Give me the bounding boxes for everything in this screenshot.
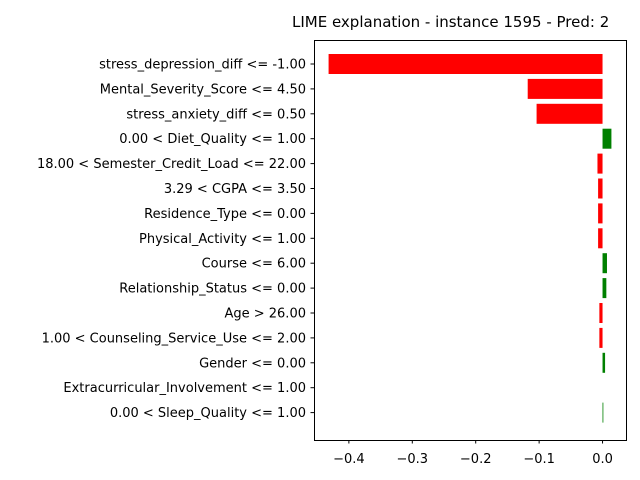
y-tick-label: Extracurricular_Involvement <= 1.00 xyxy=(63,381,306,396)
y-tick-label: Course <= 6.00 xyxy=(202,257,306,272)
bar xyxy=(602,278,607,299)
y-tick-label: 0.00 < Diet_Quality <= 1.00 xyxy=(119,132,306,147)
y-tick-label: 18.00 < Semester_Credit_Load <= 22.00 xyxy=(37,157,306,172)
y-tick-label: stress_depression_diff <= -1.00 xyxy=(99,58,306,73)
y-tick-label: 0.00 < Sleep_Quality <= 1.00 xyxy=(110,406,306,421)
bars-group xyxy=(328,54,612,423)
bar xyxy=(598,178,603,199)
bar xyxy=(599,327,603,348)
y-axis-ticks: stress_depression_diff <= -1.00 Mental_Se… xyxy=(37,58,314,421)
y-tick-label: Gender <= 0.00 xyxy=(199,356,306,371)
x-tick-label: 0.0 xyxy=(592,452,613,467)
y-tick-label: Age > 26.00 xyxy=(224,307,306,322)
bar xyxy=(602,352,606,373)
y-tick-label: Residence_Type <= 0.00 xyxy=(144,207,306,222)
bar xyxy=(602,253,607,274)
bar xyxy=(598,228,603,249)
y-tick-label: 1.00 < Counseling_Service_Use <= 2.00 xyxy=(42,331,306,346)
y-tick-label: Mental_Severity_Score <= 4.50 xyxy=(100,82,306,97)
y-tick-label: 3.29 < CGPA <= 3.50 xyxy=(164,182,306,197)
plot-area-frame xyxy=(314,40,627,441)
bar xyxy=(598,203,603,224)
chart-title: LIME explanation - instance 1595 - Pred:… xyxy=(292,13,609,31)
bar xyxy=(527,78,603,99)
y-tick-label: stress_anxiety_diff <= 0.50 xyxy=(126,107,306,122)
bar xyxy=(597,153,603,174)
bar xyxy=(602,402,604,423)
bar xyxy=(328,54,603,74)
y-tick-label: Relationship_Status <= 0.00 xyxy=(119,282,306,297)
bar xyxy=(602,128,612,149)
bar xyxy=(536,103,603,124)
x-tick-label: −0.2 xyxy=(460,452,492,467)
y-tick-label: Physical_Activity <= 1.00 xyxy=(139,232,306,247)
bar xyxy=(599,303,603,323)
x-axis-ticks: −0.4 −0.3 −0.2 −0.1 0.0 xyxy=(333,440,613,467)
x-tick-label: −0.4 xyxy=(333,452,365,467)
x-tick-label: −0.1 xyxy=(523,452,555,467)
x-tick-label: −0.3 xyxy=(397,452,429,467)
